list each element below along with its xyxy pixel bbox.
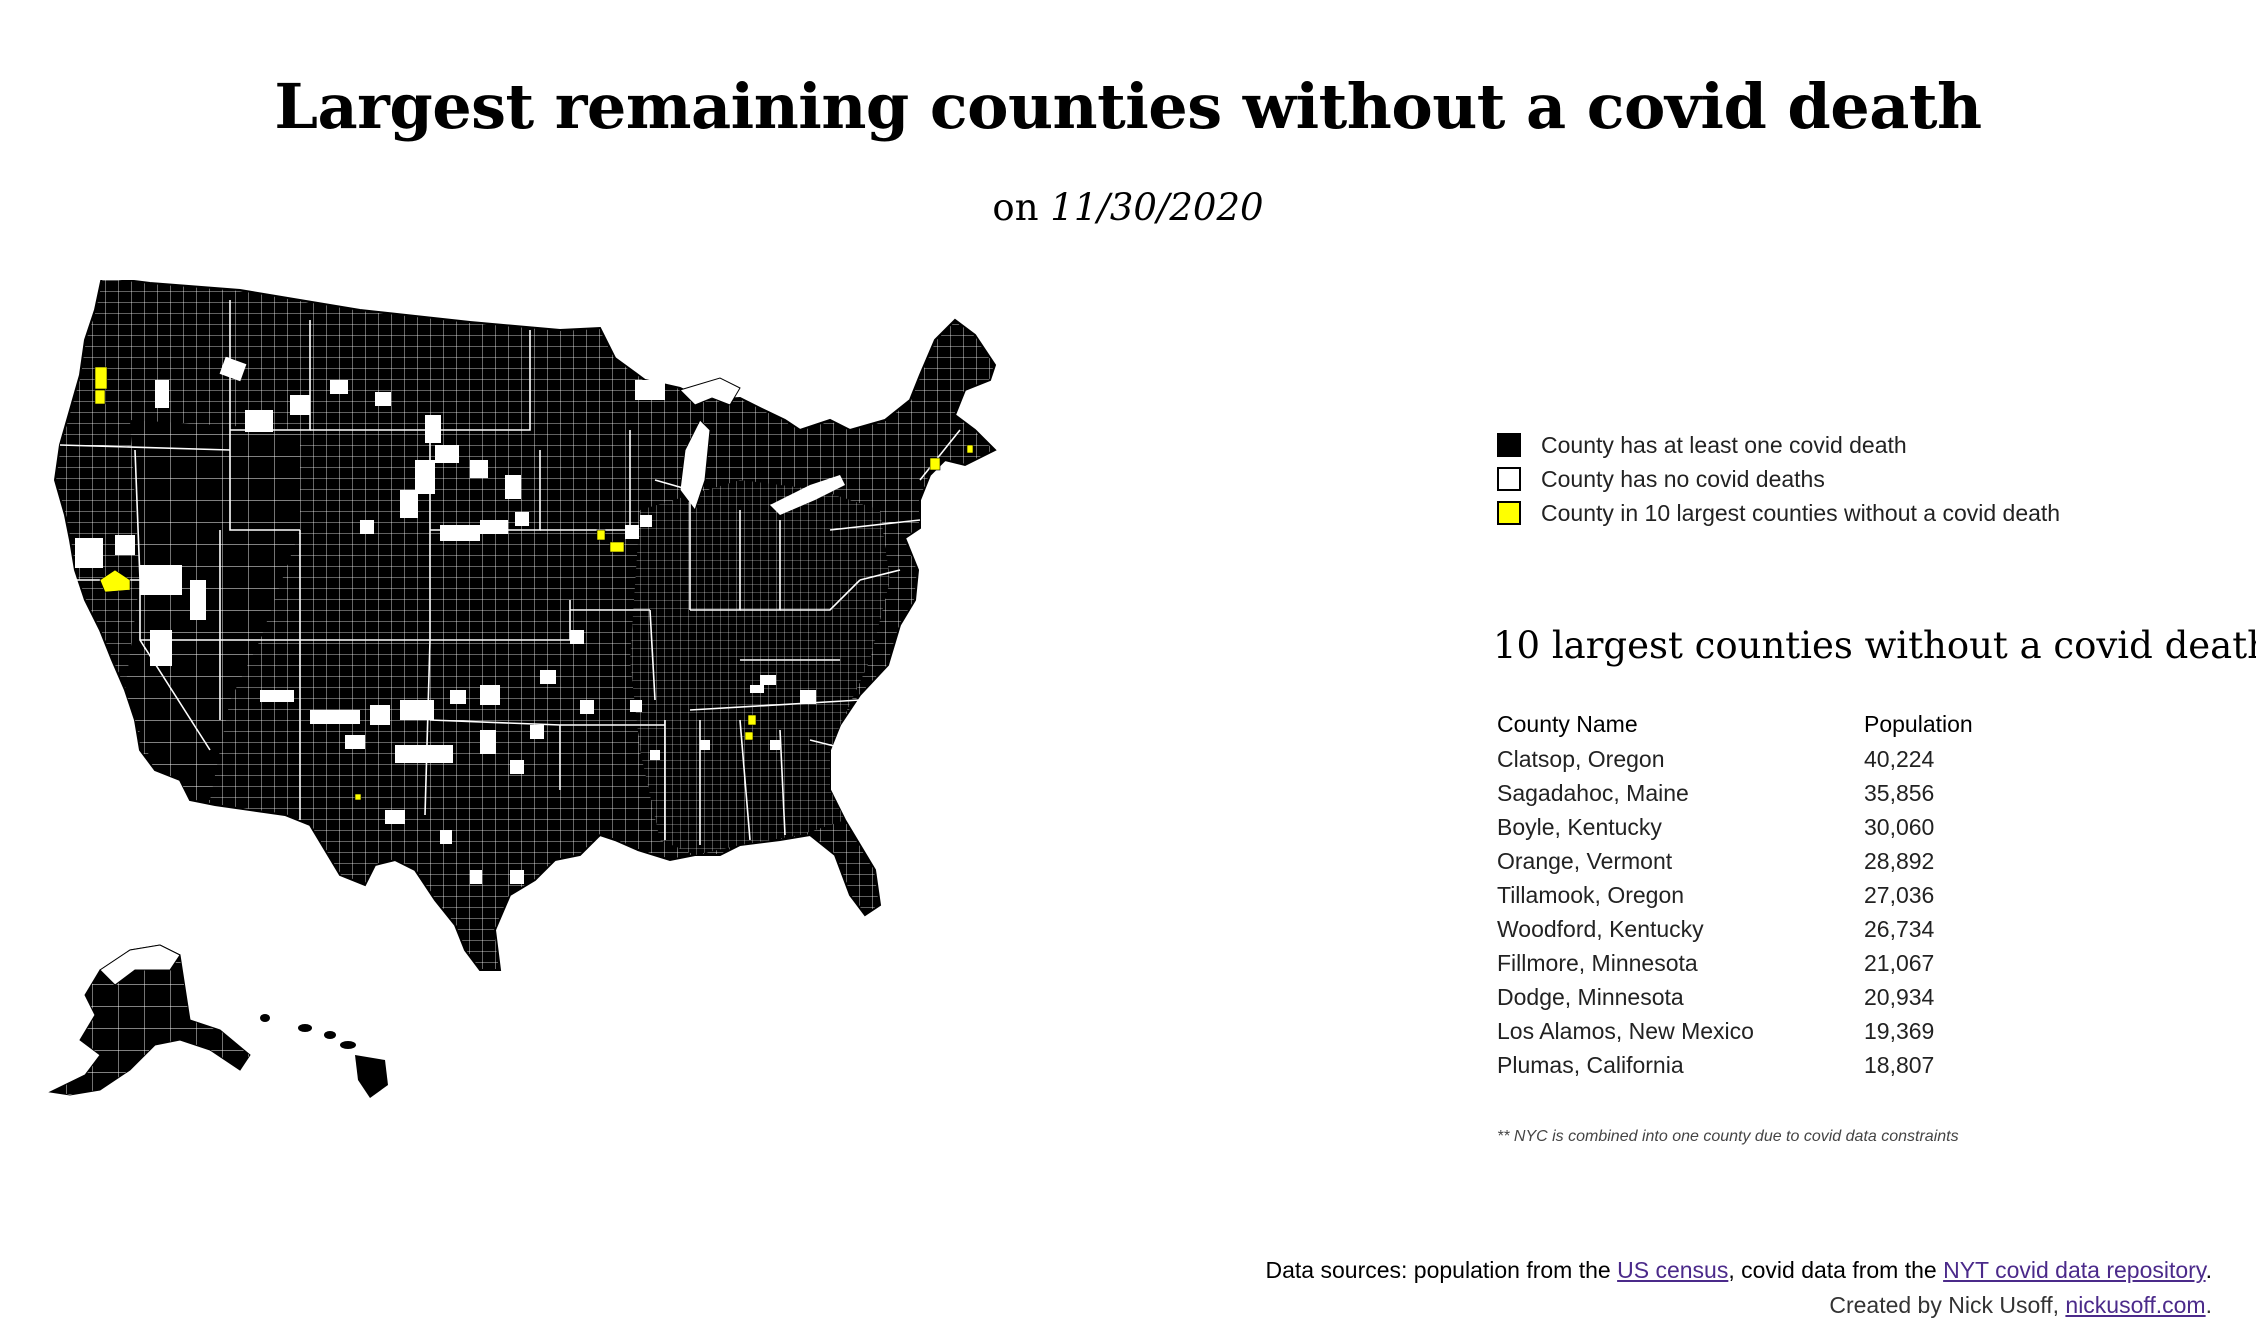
sources-suffix: . xyxy=(2205,1257,2212,1283)
subtitle-prefix: on xyxy=(992,186,1039,229)
table-row: Orange, Vermont 28,892 xyxy=(1497,844,1973,878)
great-lakes xyxy=(679,377,741,512)
page-title: Largest remaining counties without a cov… xyxy=(274,70,1982,143)
table-row: Los Alamos, New Mexico 19,369 xyxy=(1497,1014,1973,1048)
table-row: Sagadahoc, Maine 35,856 xyxy=(1497,776,1973,810)
county-name: Dodge, Minnesota xyxy=(1497,983,1684,1010)
table-row: Tillamook, Oregon 27,036 xyxy=(1497,878,1973,912)
county-population: 27,036 xyxy=(1864,881,1935,908)
county-population: 21,067 xyxy=(1864,949,1935,976)
county-population: 40,224 xyxy=(1864,745,1935,772)
author-website-link[interactable]: nickusoff.com xyxy=(2065,1292,2206,1318)
legend-label: County has no covid deaths xyxy=(1541,465,1825,492)
table-row: Boyle, Kentucky 30,060 xyxy=(1497,810,1973,844)
county-name: Clatsop, Oregon xyxy=(1497,745,1665,772)
county-population: 20,934 xyxy=(1864,983,1935,1010)
table-row: Plumas, California 18,807 xyxy=(1497,1048,1973,1082)
county-name: Sagadahoc, Maine xyxy=(1497,779,1689,806)
legend-item-no-death: County has no covid deaths xyxy=(1497,462,2060,496)
legend-item-death: County has at least one covid death xyxy=(1497,428,2060,462)
county-name: Los Alamos, New Mexico xyxy=(1497,1017,1754,1044)
legend-label: County has at least one covid death xyxy=(1541,431,1907,458)
header-county-name: County Name xyxy=(1497,710,1638,737)
credits-prefix: Created by Nick Usoff, xyxy=(1829,1292,2060,1318)
sources-middle: , covid data from the xyxy=(1728,1257,1937,1283)
page-subtitle: on 11/30/2020 xyxy=(0,186,2256,229)
county-name: Plumas, California xyxy=(1497,1051,1684,1078)
table-header-row: County Name Population xyxy=(1497,706,1973,742)
hawaii-shape xyxy=(260,1014,388,1098)
county-name: Fillmore, Minnesota xyxy=(1497,949,1698,976)
no-death-counties xyxy=(75,356,830,959)
footnote: ** NYC is combined into one county due t… xyxy=(1497,1128,1959,1145)
lake-erie xyxy=(770,475,845,515)
county-population: 18,807 xyxy=(1864,1051,1935,1078)
credits-suffix: . xyxy=(2205,1292,2212,1318)
alaska-no-death-area xyxy=(99,944,181,986)
header-population: Population xyxy=(1864,710,1973,737)
county-name: Orange, Vermont xyxy=(1497,847,1673,874)
nyt-repository-link[interactable]: NYT covid data repository xyxy=(1943,1257,2206,1283)
state-borders xyxy=(59,300,961,845)
top10-counties xyxy=(94,366,974,801)
legend-label: County in 10 largest counties without a … xyxy=(1541,499,2061,526)
table-title: 10 largest counties without a covid deat… xyxy=(1493,624,2256,667)
counties-table: County Name Population Clatsop, Oregon 40… xyxy=(1497,706,1973,1082)
county-name: Boyle, Kentucky xyxy=(1497,813,1662,840)
western-counties-texture xyxy=(125,420,300,800)
map-legend: County has at least one covid death Coun… xyxy=(1497,428,2060,530)
eastern-counties-texture xyxy=(630,480,890,855)
table-row: Fillmore, Minnesota 21,067 xyxy=(1497,946,1973,980)
county-population: 28,892 xyxy=(1864,847,1935,874)
county-population: 19,369 xyxy=(1864,1017,1935,1044)
swatch-no-death xyxy=(1497,467,1521,491)
swatch-death xyxy=(1497,433,1521,457)
alaska-shape xyxy=(48,944,251,1096)
us-county-map xyxy=(48,280,997,1098)
county-population: 30,060 xyxy=(1864,813,1935,840)
swatch-top10 xyxy=(1497,501,1521,525)
data-sources: Data sources: population from the US cen… xyxy=(1266,1257,2212,1284)
sources-prefix: Data sources: population from the xyxy=(1265,1257,1611,1283)
county-population: 35,856 xyxy=(1864,779,1935,806)
county-population: 26,734 xyxy=(1864,915,1935,942)
table-row: Dodge, Minnesota 20,934 xyxy=(1497,980,1973,1014)
credits: Created by Nick Usoff, nickusoff.com. xyxy=(1829,1292,2212,1319)
legend-item-top10: County in 10 largest counties without a … xyxy=(1497,496,2060,530)
county-name: Tillamook, Oregon xyxy=(1497,881,1685,908)
census-link[interactable]: US census xyxy=(1617,1257,1729,1283)
table-row: Clatsop, Oregon 40,224 xyxy=(1497,742,1973,776)
subtitle-date: 11/30/2020 xyxy=(1050,186,1264,229)
county-name: Woodford, Kentucky xyxy=(1497,915,1704,942)
table-row: Woodford, Kentucky 26,734 xyxy=(1497,912,1973,946)
